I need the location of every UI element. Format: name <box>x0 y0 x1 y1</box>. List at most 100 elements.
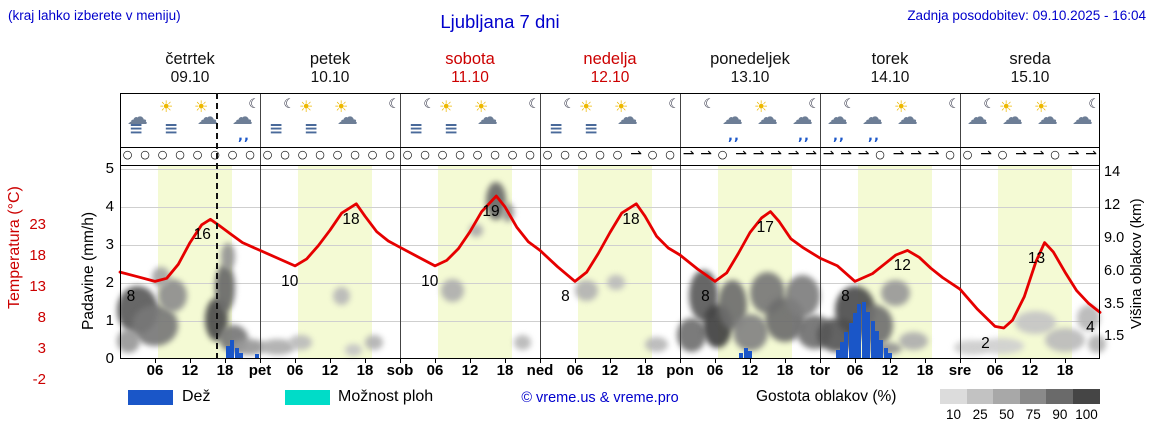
moon-icon: ☾ <box>983 97 995 112</box>
weather-icon-moon: ☾ <box>929 98 961 142</box>
rain-bar <box>835 349 840 358</box>
sun-icon: ☀ <box>1034 97 1049 116</box>
x-axis-tick <box>575 359 576 363</box>
cloud-density-blob <box>344 344 363 357</box>
rain-icon: ,, <box>798 129 810 144</box>
weather-icon-moon-fog: ☾ ≡ <box>404 98 436 142</box>
x-axis-tick <box>155 359 156 363</box>
cloud-density-blob <box>117 329 141 354</box>
calm-circle: ○ <box>210 148 220 161</box>
rain-bar <box>866 311 871 358</box>
x-axis-label: pet <box>248 362 272 379</box>
cloud-density-blob <box>732 313 768 351</box>
precip-tick-label: 2 <box>105 274 114 291</box>
calm-circle: ○ <box>472 148 483 161</box>
weather-icon-sun-cloud: ☀ ☁ <box>754 98 786 142</box>
temperature-tick-label: 3 <box>37 340 46 357</box>
x-axis-tick <box>260 359 261 363</box>
weather-icon-sun-cloud: ☀ ☁ <box>999 98 1031 142</box>
weather-icon-moon-cloud-rain: ☾ ☁,, <box>824 98 856 143</box>
cloud-icon: ☁ <box>127 105 148 129</box>
x-axis-tick <box>960 359 961 363</box>
day-separator <box>680 93 681 359</box>
sun-icon: ☀ <box>754 97 769 116</box>
temperature-value-label: 12 <box>893 257 911 275</box>
fog-icon: ≡ <box>584 119 599 139</box>
x-axis-tick <box>820 359 821 363</box>
cloud-density-blob <box>220 243 236 270</box>
rain-bar <box>225 345 230 358</box>
x-axis-label: 18 <box>776 362 794 379</box>
x-axis-tick <box>1030 359 1031 363</box>
temperature-value-label: 10 <box>281 272 299 290</box>
showers-legend-swatch <box>285 390 330 405</box>
x-axis-label: 18 <box>216 362 234 379</box>
cloud-icon: ☁ <box>1037 105 1058 129</box>
x-axis-label: 12 <box>741 362 759 379</box>
temperature-value-label: 16 <box>193 226 211 244</box>
cloud-density-scale-tick: 50 <box>999 407 1015 422</box>
weather-icon-sun-fog: ☀ ≡ <box>159 98 191 142</box>
x-axis-label: 18 <box>496 362 514 379</box>
calm-circle: ○ <box>455 148 465 161</box>
cloud-icon: ☁ <box>862 105 883 129</box>
precip-tick-label: 4 <box>105 198 114 215</box>
calm-circle: ○ <box>385 148 395 161</box>
cloud-icon: ☁ <box>1072 105 1093 129</box>
cloud-density-blob <box>152 267 170 288</box>
rain-bar <box>748 351 752 358</box>
temperature-value-label: 18 <box>622 210 640 228</box>
calm-circle: ○ <box>647 148 658 161</box>
day-date: 14.10 <box>870 69 910 86</box>
wind-barb: ⇀ <box>927 146 940 162</box>
temperature-value-label: 2 <box>981 334 990 352</box>
x-axis-label: ned <box>526 362 554 379</box>
wind-barb: ⇀ <box>980 146 992 162</box>
cloud-icon: ☁ <box>757 105 778 129</box>
sun-icon: ☀ <box>334 97 349 116</box>
calm-circle: ○ <box>227 148 238 161</box>
weather-icon-moon: ☾ <box>649 98 681 142</box>
weather-icon-moon: ☾ <box>684 98 716 142</box>
precip-tick-label: 3 <box>105 236 114 253</box>
cloud-density-scale-box <box>1019 389 1047 404</box>
cloud-icon: ☁ <box>337 105 358 129</box>
weather-icon-sun-cloud: ☀ ☁ <box>334 98 366 142</box>
cloud-icon: ☁ <box>1002 105 1023 129</box>
temperature-value-label: 17 <box>756 218 774 236</box>
wind-barb: ⇀ <box>630 146 642 162</box>
weather-icon-cloud-fog: ☁ ≡ <box>124 98 156 142</box>
moon-icon: ☾ <box>248 97 260 112</box>
wind-barb: ⇀ <box>787 146 800 162</box>
weather-icon-moon-cloud: ☾ ☁ <box>964 98 996 142</box>
x-axis-tick <box>925 359 926 363</box>
calm-circle: ○ <box>437 148 448 161</box>
moon-icon: ☾ <box>563 97 575 112</box>
wind-barb: ⇀ <box>822 146 835 162</box>
wind-barb: ⇀ <box>700 146 712 162</box>
wind-barb: ⇀ <box>770 146 782 162</box>
x-axis-label: 18 <box>1056 362 1074 379</box>
moon-icon: ☾ <box>703 97 715 112</box>
cloud-icon: ☁ <box>792 105 813 129</box>
weather-icon-moon-fog: ☾ ≡ <box>544 98 576 142</box>
x-axis-tick <box>645 359 646 363</box>
copyright-link[interactable]: © vreme.us & vreme.pro <box>521 390 679 406</box>
sun-icon: ☀ <box>159 97 174 116</box>
temperature-value-label: 8 <box>701 288 710 306</box>
calm-circle: ○ <box>122 148 133 161</box>
weather-icon-cloud-rain: ☁,, <box>859 98 891 144</box>
day-separator <box>400 93 401 359</box>
weather-icon-sun-cloud: ☀ ☁ <box>1034 98 1066 142</box>
cloud-density-blob <box>513 335 532 351</box>
x-axis-label: 06 <box>426 362 444 379</box>
temperature-tick-label: -2 <box>32 371 46 388</box>
cloud-density-scale-tick: 25 <box>972 407 988 422</box>
gridline <box>120 169 1100 170</box>
day-date: 10.10 <box>310 69 350 86</box>
cloud-density-blob <box>977 337 1025 354</box>
day-name: ponedeljek <box>710 50 790 68</box>
daylight-band <box>298 166 372 358</box>
cloud-density-blob <box>289 335 313 351</box>
gridline <box>120 207 1100 208</box>
